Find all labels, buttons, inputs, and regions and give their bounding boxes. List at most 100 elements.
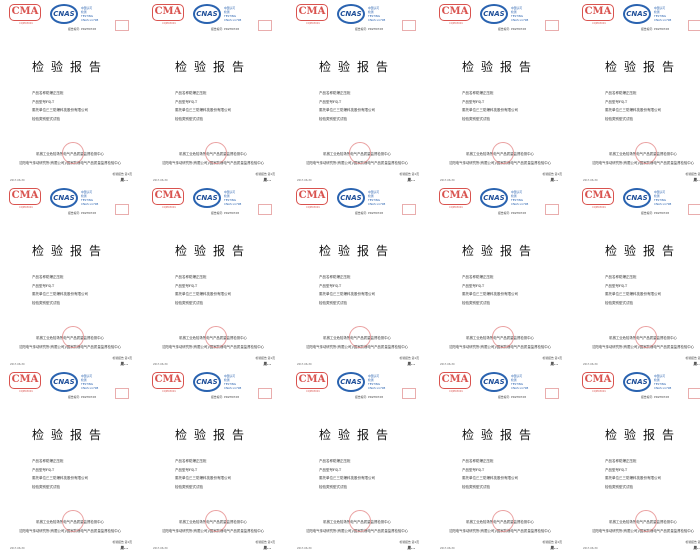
red-stamp-icon (258, 20, 272, 31)
cnas-text-line: CNAS L1798 (81, 202, 111, 206)
field-label: 产品名称: (175, 459, 189, 464)
report-title: 检验报告 (287, 426, 427, 443)
official-seal-icon (492, 510, 514, 532)
report-title: 检验报告 (430, 242, 570, 259)
red-stamp-icon (258, 204, 272, 215)
field-value: 型式试验 (476, 485, 490, 489)
official-seal-icon (62, 326, 84, 348)
cnas-text-line: CNAS L1798 (81, 18, 111, 22)
official-seal-icon (205, 510, 227, 532)
field-row: 产品名称:防爆正压柜 (605, 459, 661, 468)
report-number: 报告编号: PDZH0728 (68, 27, 96, 31)
field-label: 委托单位: (32, 292, 46, 297)
signature: 周... (551, 178, 559, 183)
page-label: 检验报告 第1页 (256, 540, 275, 544)
red-stamp-icon (115, 204, 129, 215)
red-stamp-icon (402, 388, 416, 399)
field-row: 检验类别:型式试验 (32, 485, 88, 494)
field-row: 检验类别:型式试验 (462, 117, 518, 126)
field-label: 委托单位: (175, 476, 189, 481)
red-stamp-icon (688, 204, 700, 215)
field-label: 检验类别: (605, 301, 619, 306)
red-stamp-icon (115, 20, 129, 31)
cnas-logo: CNAS (480, 188, 508, 208)
field-label: 检验类别: (462, 301, 476, 306)
report-title: 检验报告 (430, 58, 570, 75)
field-value: 型式试验 (46, 485, 60, 489)
signature: 周... (121, 178, 129, 183)
field-value: FSJ-T (46, 100, 54, 104)
field-label: 委托单位: (319, 108, 333, 113)
report-title: 检验报告 (143, 242, 283, 259)
page-label: 检验报告 第1页 (400, 172, 419, 176)
cma-code: CQM03001 (438, 390, 474, 393)
field-row: 检验类别:型式试验 (175, 117, 231, 126)
field-label: 产品名称: (605, 91, 619, 96)
cma-logo: CMA (439, 4, 471, 21)
cma-logo: CMA (152, 372, 184, 389)
cma-code: CQM03001 (438, 22, 474, 25)
field-row: 检验类别:型式试验 (319, 301, 375, 310)
field-label: 产品名称: (32, 91, 46, 96)
field-label: 产品名称: (32, 275, 46, 280)
signature: 周... (551, 362, 559, 367)
field-label: 检验类别: (32, 485, 46, 490)
page-label: 检验报告 第1页 (256, 172, 275, 176)
field-row: 委托单位:三三防爆科技股份有限公司 (319, 476, 375, 485)
field-row: 产品名称:防爆正压柜 (462, 459, 518, 468)
cnas-text-line: CNAS L1798 (368, 386, 398, 390)
page-label: 检验报告 第1页 (400, 540, 419, 544)
cma-code: CQM03001 (8, 22, 44, 25)
signature: 周... (264, 362, 272, 367)
cnas-text-line: CNAS L1798 (654, 386, 684, 390)
field-label: 产品名称: (319, 91, 333, 96)
field-value: 三三防爆科技股份有限公司 (619, 476, 661, 480)
cma-code: CQM03001 (295, 390, 331, 393)
field-row: 产品型号:FSJ-T (605, 468, 661, 477)
field-value: FSJ-T (476, 100, 484, 104)
field-value: 型式试验 (46, 301, 60, 305)
field-label: 产品名称: (175, 91, 189, 96)
field-label: 检验类别: (319, 301, 333, 306)
field-value: 三三防爆科技股份有限公司 (333, 292, 375, 296)
cma-code: CQM03001 (151, 22, 187, 25)
field-label: 产品型号: (319, 468, 333, 473)
official-seal-icon (492, 142, 514, 164)
field-row: 委托单位:三三防爆科技股份有限公司 (605, 292, 661, 301)
field-value: 三三防爆科技股份有限公司 (619, 292, 661, 296)
field-row: 产品名称:防爆正压柜 (605, 91, 661, 100)
field-row: 检验类别:型式试验 (462, 485, 518, 494)
report-number: 报告编号: PDZH0728 (641, 27, 669, 31)
field-label: 产品型号: (175, 284, 189, 289)
signature: 周... (121, 362, 129, 367)
field-row: 产品名称:防爆正压柜 (319, 91, 375, 100)
signature: 周... (264, 546, 272, 551)
official-seal-icon (62, 142, 84, 164)
signature: 周... (694, 546, 700, 551)
field-row: 产品名称:防爆正压柜 (32, 459, 88, 468)
cma-code: CQM03001 (581, 22, 617, 25)
field-row: 委托单位:三三防爆科技股份有限公司 (319, 108, 375, 117)
field-value: 型式试验 (476, 117, 490, 121)
